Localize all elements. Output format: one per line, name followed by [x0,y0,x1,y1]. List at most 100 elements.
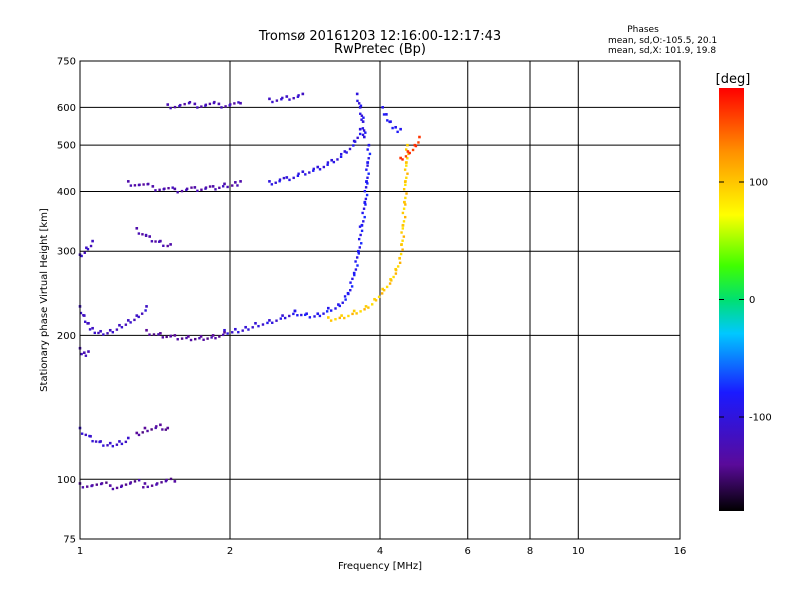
data-point [357,252,360,255]
data-point [354,268,358,271]
data-point [146,429,149,433]
data-point [115,443,119,446]
data-point [124,440,128,444]
data-point [334,307,337,310]
data-point [327,316,330,319]
data-point [91,326,94,330]
data-point [105,481,108,484]
data-point [404,196,407,200]
data-point [82,351,86,354]
data-point [330,158,334,162]
data-point [370,303,374,306]
plot-frame [79,60,681,540]
data-point [360,118,363,121]
data-point [214,337,217,340]
data-point [173,480,177,483]
data-point [366,182,369,185]
data-point [338,304,341,308]
data-point [351,312,354,316]
data-point [218,335,221,338]
data-point [99,329,102,333]
data-point [389,120,392,123]
data-point [366,164,369,167]
data-point [358,127,362,131]
data-point [93,331,96,335]
data-point [396,130,399,134]
data-point [108,484,112,487]
data-point [221,333,225,337]
data-point [236,184,239,187]
data-point [200,188,203,191]
data-point [296,174,300,178]
data-point [210,336,213,339]
data-point [275,319,278,322]
data-point [202,338,205,341]
data-point [124,483,128,486]
data-point [165,478,168,482]
data-point [211,334,215,337]
data-point [126,180,130,183]
data-point [347,292,350,296]
data-point [282,176,286,180]
data-point [322,165,326,169]
data-point [406,157,409,160]
data-point [360,114,364,117]
colorbar-ticks: 100 0 -100 [719,178,772,424]
data-point [140,312,144,315]
y-tick-label: 75 [63,535,76,546]
data-point [394,272,398,275]
data-point [108,441,112,445]
data-point [406,150,410,153]
data-point [152,333,156,336]
data-point [364,305,368,308]
data-point [402,235,406,238]
data-point [396,265,400,268]
data-point [283,316,287,320]
data-point [398,257,401,260]
data-point [365,193,369,197]
data-point [362,207,366,210]
data-point [296,95,300,98]
data-point [160,481,163,484]
data-point [363,189,367,193]
y-tick-label: 200 [57,331,76,342]
data-point [403,180,407,184]
data-point [206,337,209,340]
data-point [399,127,402,131]
data-point [400,243,403,247]
data-point [351,277,354,281]
data-point [405,176,408,179]
data-point [347,314,350,318]
data-point [308,171,311,174]
grid [80,61,680,539]
data-point [254,321,257,325]
colorbar-tick-label: 0 [749,295,755,306]
data-point [405,164,408,167]
data-point [89,435,92,438]
data-point [106,332,109,335]
data-point [281,314,284,317]
data-point [352,144,355,147]
y-axis-label: Stationary phase Virtual Height [km] [39,208,50,392]
data-point [161,336,164,339]
data-point [120,442,124,446]
data-point [304,313,307,317]
data-point [343,316,346,320]
data-point [154,240,157,243]
data-point [159,332,162,335]
data-point [187,335,190,338]
data-point [193,102,197,106]
data-point [288,98,291,101]
data-point [385,285,389,289]
data-point [336,158,339,161]
x-axis-label: Frequency [MHz] [338,561,422,572]
data-point [361,120,365,123]
data-point [337,303,340,306]
data-point [188,100,192,104]
data-point [404,161,408,164]
data-point [355,312,358,315]
data-point [367,306,370,309]
data-point [362,129,366,132]
data-point [196,106,199,109]
data-point [361,211,364,215]
